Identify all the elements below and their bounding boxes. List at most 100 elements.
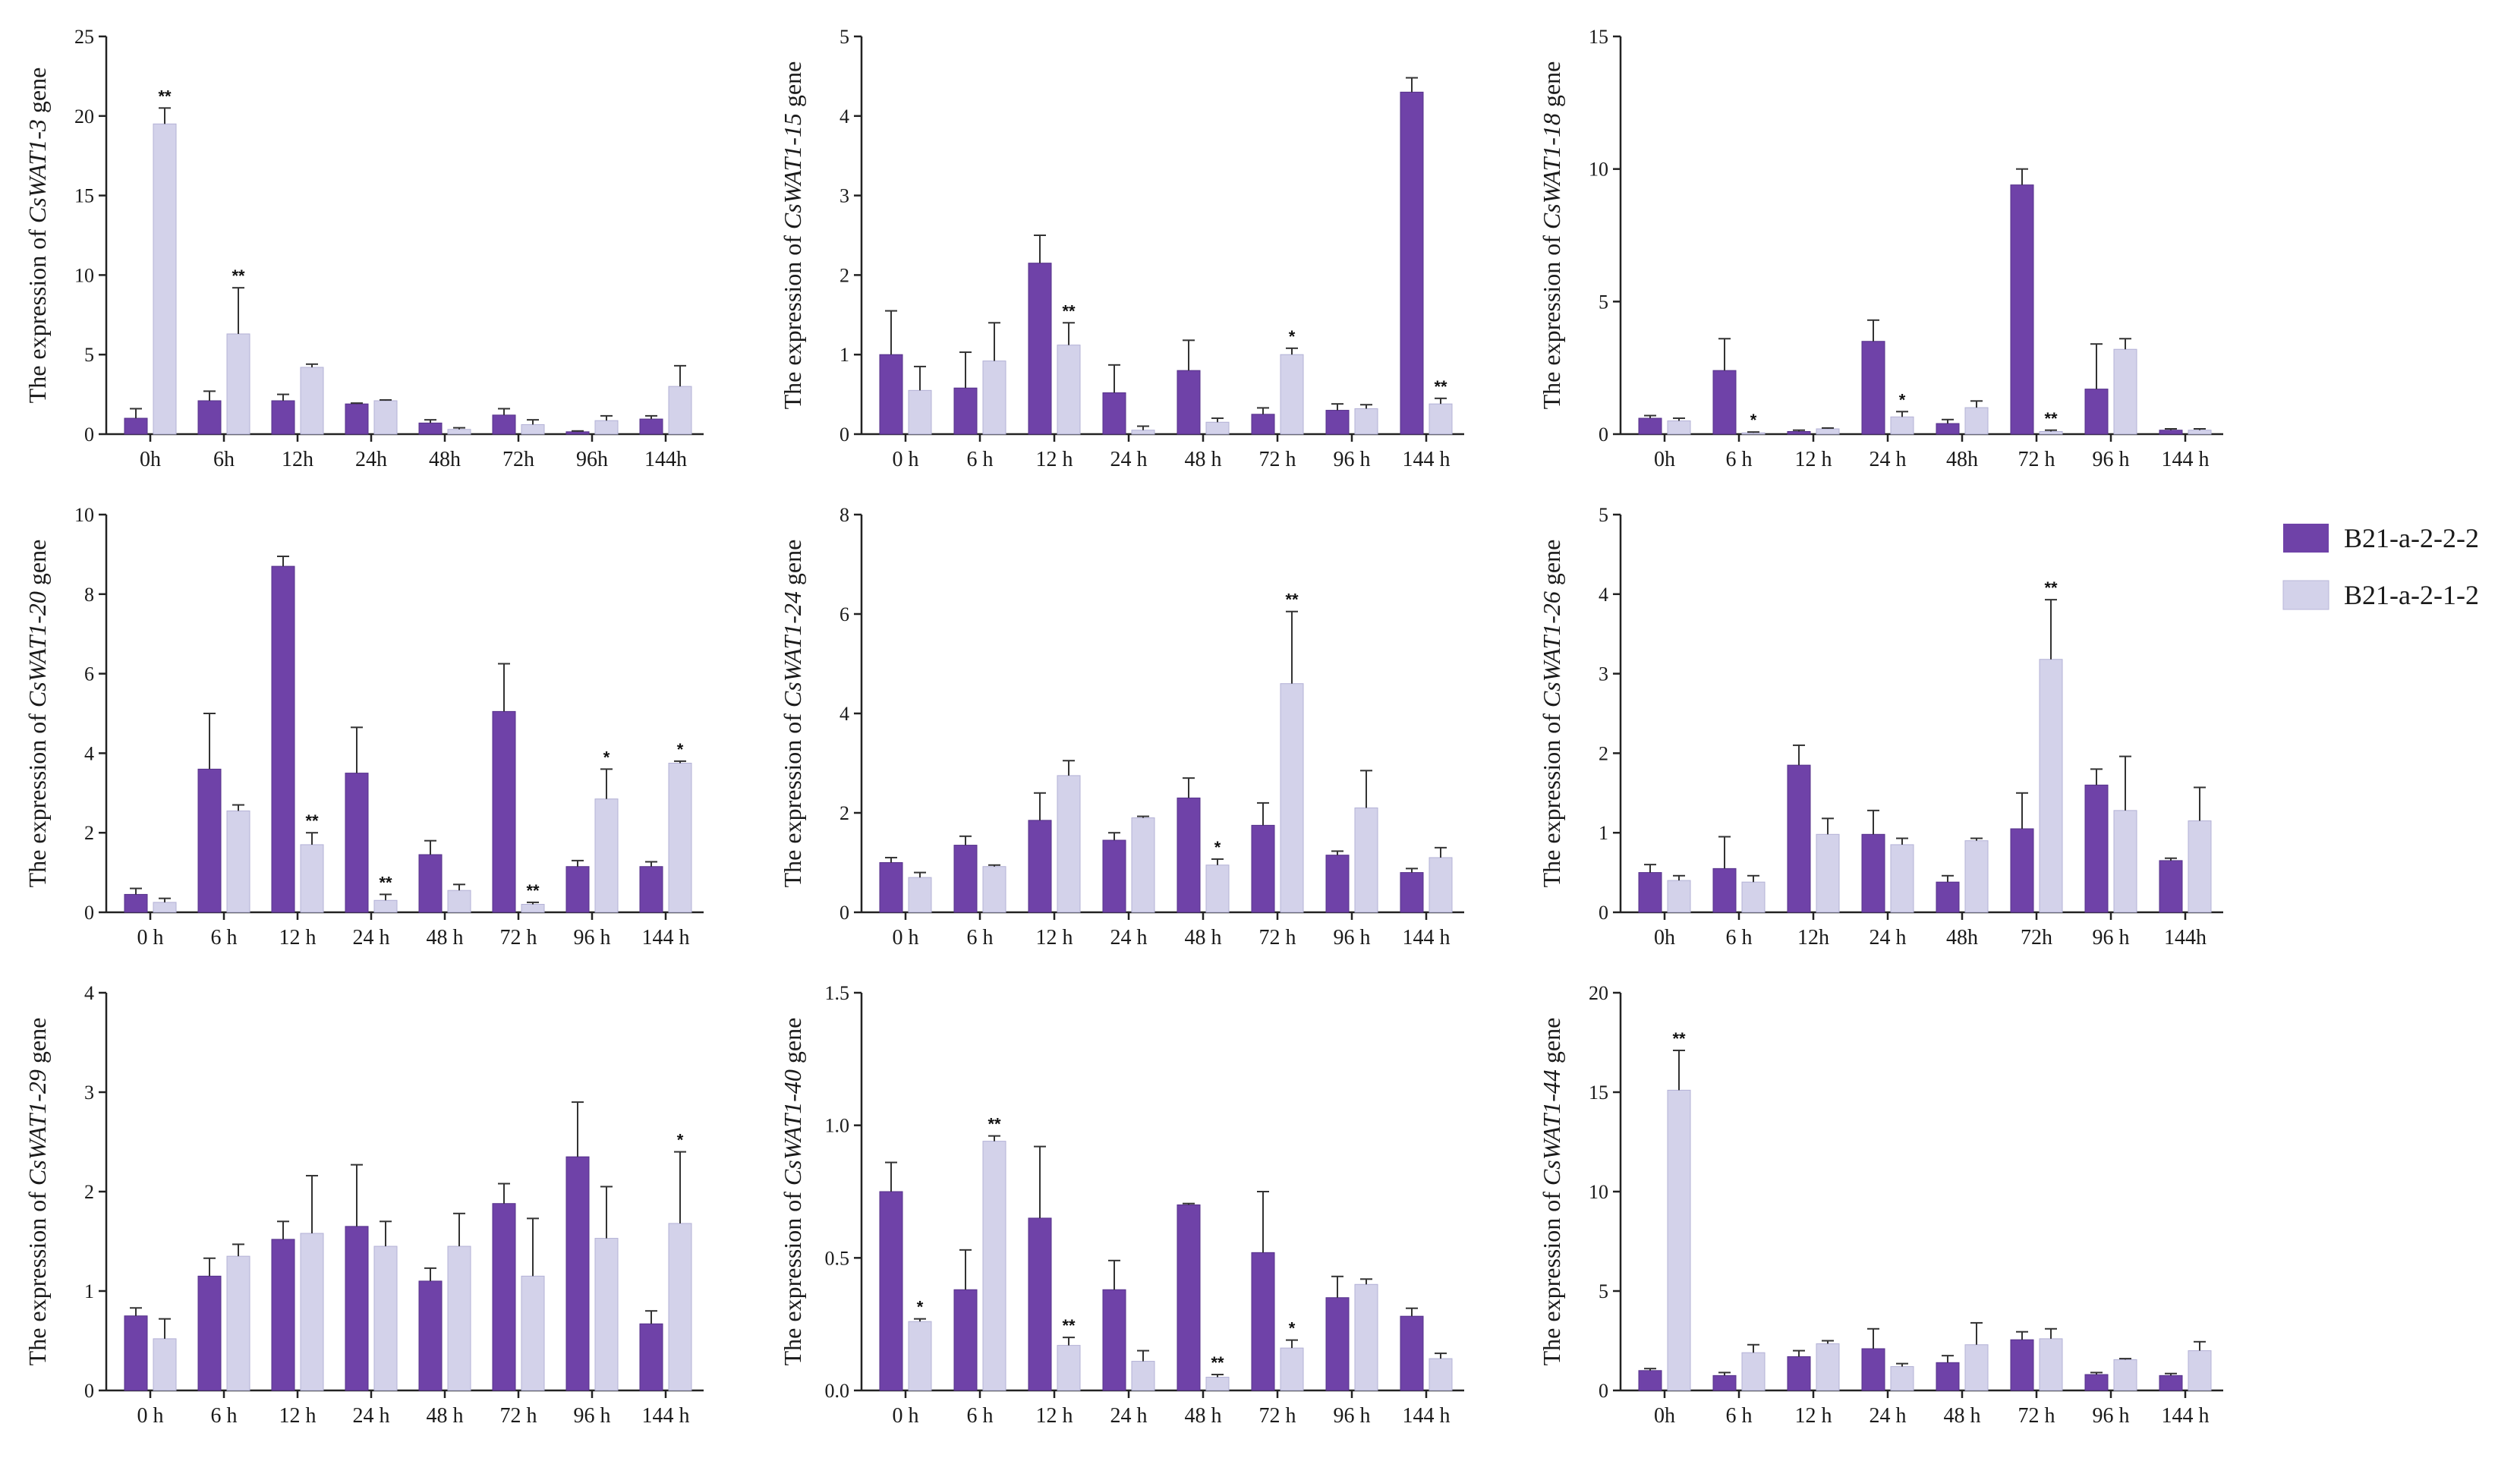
significance-mark: ** xyxy=(2044,409,2058,428)
bar xyxy=(1712,370,1737,435)
bar xyxy=(1667,420,1691,435)
x-tick-label: 0h xyxy=(1654,926,1675,949)
bar xyxy=(418,1280,443,1391)
x-tick-label: 24 h xyxy=(1870,448,1907,471)
significance-mark: ** xyxy=(1672,1029,1686,1048)
bar xyxy=(1712,868,1737,913)
x-tick-label: 48 h xyxy=(1944,1404,1981,1428)
x-tick-label: 72 h xyxy=(500,926,537,949)
x-tick-label: 0h xyxy=(140,448,161,471)
chart-panel-cswat1-20: 0 2 4 6 8 10 The expression of CsWAT1-20 gene 0… xyxy=(24,504,704,949)
bar xyxy=(1429,403,1453,435)
x-tick-label: 48h xyxy=(1946,926,1978,949)
x-tick-label: 48 h xyxy=(427,1404,464,1428)
x-tick-label: 96 h xyxy=(1334,1404,1371,1428)
bar xyxy=(1400,872,1424,913)
bar xyxy=(1280,1347,1304,1391)
y-tick-label: 10 xyxy=(74,264,94,286)
bar xyxy=(124,417,148,435)
bar xyxy=(1787,764,1811,913)
y-tick-label: 6 xyxy=(84,663,94,685)
y-tick-label: 5 xyxy=(1599,1280,1608,1302)
y-axis-title: The expression of CsWAT1-26 gene xyxy=(1538,540,1565,888)
x-tick-label: 72 h xyxy=(1259,1404,1296,1428)
x-tick-label: 0h xyxy=(1654,448,1675,471)
bar xyxy=(153,902,177,913)
y-tick-label: 2 xyxy=(84,822,94,844)
bar xyxy=(2010,184,2034,435)
significance-mark: * xyxy=(1214,838,1221,857)
x-tick-label: 96 h xyxy=(574,1404,611,1428)
bar xyxy=(492,710,516,913)
x-tick-label: 6 h xyxy=(1726,926,1753,949)
x-tick-label: 144h xyxy=(644,448,687,471)
bar xyxy=(1741,881,1766,913)
bar xyxy=(2039,431,2063,435)
x-tick-label: 24 h xyxy=(1870,926,1907,949)
bar xyxy=(1638,417,1662,435)
y-tick-label: 0 xyxy=(1599,424,1608,446)
bar xyxy=(668,386,692,435)
bar xyxy=(2159,860,2183,913)
y-tick-label: 0.0 xyxy=(825,1380,850,1402)
y-tick-label: 8 xyxy=(84,584,94,606)
bar xyxy=(2039,659,2063,913)
chart-panel-cswat1-24: 0 2 4 6 8 The expression of CsWAT1-24 gene 0 h… xyxy=(779,504,1464,949)
significance-mark: * xyxy=(1899,390,1906,409)
x-tick-label: 12 h xyxy=(1795,1404,1832,1428)
bar xyxy=(953,387,978,435)
bar xyxy=(1102,392,1126,435)
y-tick-label: 20 xyxy=(74,105,94,128)
x-tick-label: 24h xyxy=(355,448,387,471)
bar xyxy=(271,1239,295,1391)
bar xyxy=(1102,839,1126,913)
bar xyxy=(2188,430,2212,435)
y-tick-label: 4 xyxy=(1599,584,1608,606)
significance-mark: * xyxy=(917,1298,924,1317)
y-tick-label: 6 xyxy=(839,603,849,625)
bar xyxy=(1325,410,1350,435)
bar xyxy=(1251,1252,1275,1391)
bar xyxy=(2084,1374,2109,1391)
significance-mark: ** xyxy=(1434,377,1447,396)
bar xyxy=(1400,1315,1424,1391)
bar xyxy=(1057,345,1081,435)
bar xyxy=(1816,428,1840,435)
y-tick-label: 0 xyxy=(839,424,849,446)
significance-mark: * xyxy=(1750,411,1757,430)
chart-panel-cswat1-15: 0 1 2 3 4 5 The expression of CsWAT1-15 gene 0 … xyxy=(779,26,1464,471)
x-tick-label: 48h xyxy=(1946,448,1978,471)
bar xyxy=(521,1275,545,1391)
bar xyxy=(668,763,692,913)
y-axis-title: The expression of CsWAT1-29 gene xyxy=(24,1018,51,1366)
bar xyxy=(565,866,590,913)
bar xyxy=(1861,1348,1885,1391)
bar xyxy=(1787,1356,1811,1391)
x-tick-label: 96 h xyxy=(2093,448,2130,471)
y-axis-title: The expression of CsWAT1-24 gene xyxy=(779,540,806,888)
x-tick-label: 6 h xyxy=(967,926,994,949)
x-tick-label: 96 h xyxy=(1334,448,1371,471)
bar xyxy=(565,1156,590,1391)
bar xyxy=(1741,432,1766,435)
bar xyxy=(1890,844,1914,913)
bar xyxy=(2084,389,2109,435)
x-tick-label: 12 h xyxy=(1036,1404,1073,1428)
y-tick-label: 15 xyxy=(74,185,94,207)
y-tick-label: 1.0 xyxy=(825,1115,850,1137)
x-tick-label: 6 h xyxy=(967,448,994,471)
y-tick-label: 15 xyxy=(1589,26,1608,48)
bar xyxy=(908,389,932,435)
y-tick-label: 3 xyxy=(839,185,849,207)
y-tick-label: 5 xyxy=(84,344,94,366)
x-tick-label: 6 h xyxy=(211,1404,238,1428)
significance-mark: * xyxy=(677,740,684,759)
x-tick-label: 12 h xyxy=(1036,448,1073,471)
x-tick-label: 0 h xyxy=(893,448,919,471)
bar xyxy=(492,1203,516,1391)
bar xyxy=(639,418,663,435)
x-tick-label: 0h xyxy=(1654,1404,1675,1428)
bar xyxy=(1028,820,1052,913)
bar xyxy=(2010,828,2034,913)
y-tick-label: 15 xyxy=(1589,1082,1608,1104)
